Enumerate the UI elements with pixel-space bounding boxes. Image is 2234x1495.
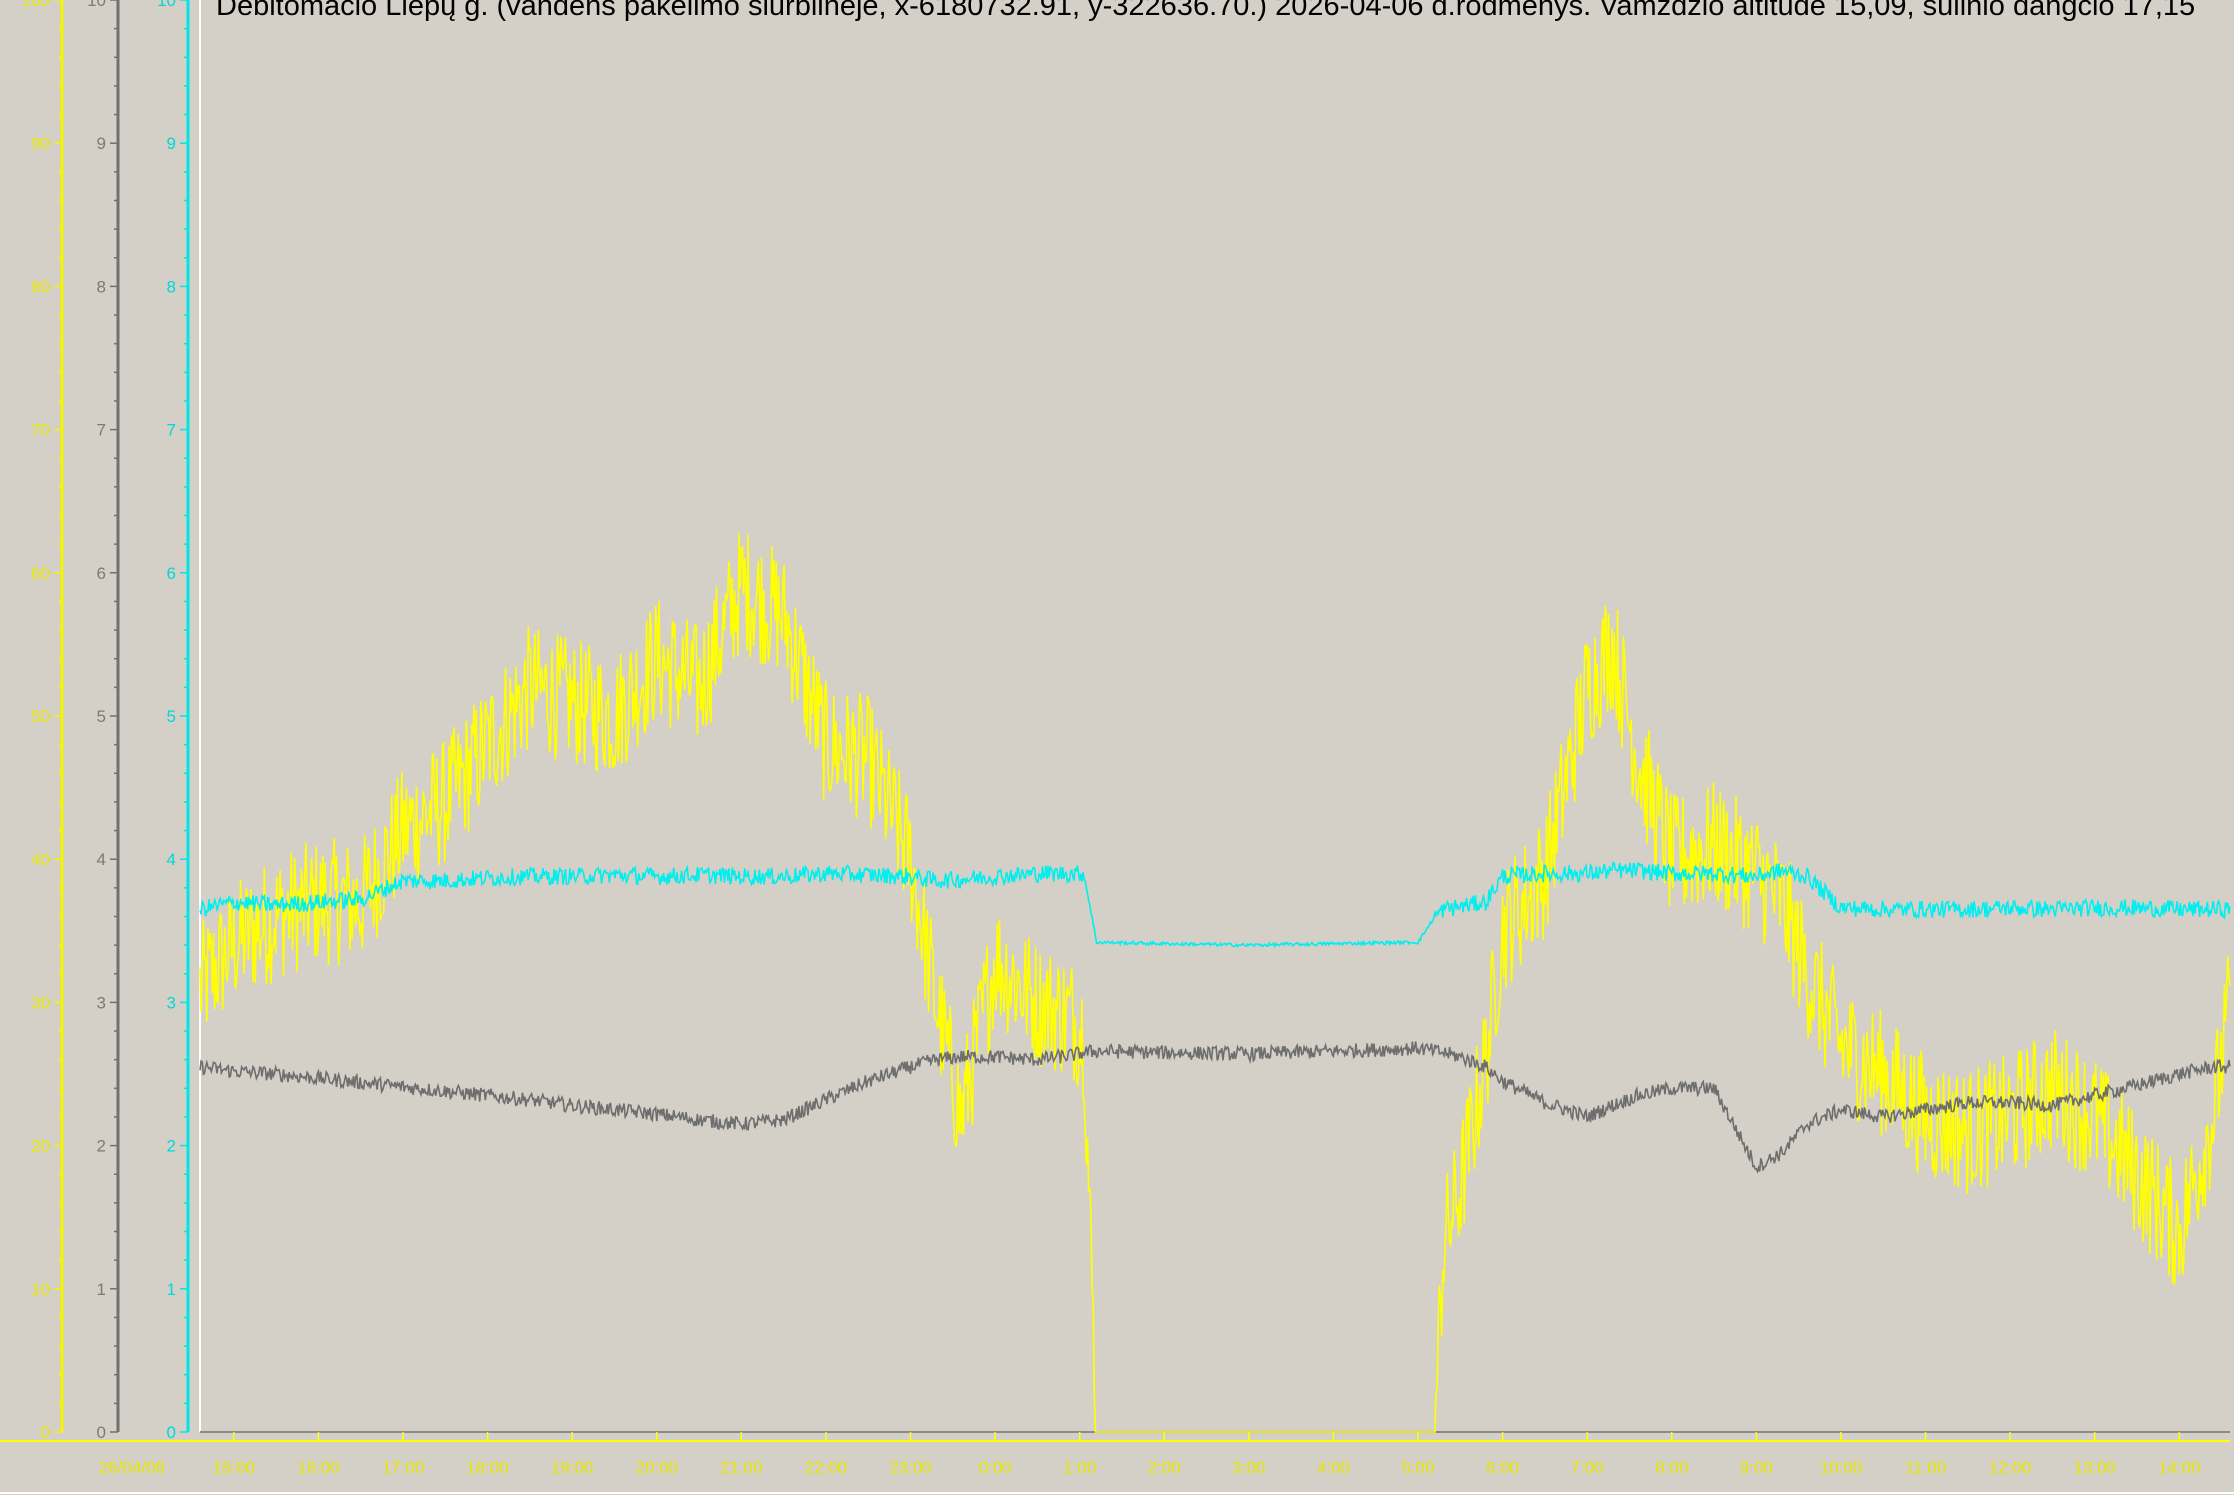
x-tick-label-7: 22:00 [805, 1458, 848, 1477]
y-axis-2-tick-label: 9 [167, 134, 176, 153]
y-axis-2-tick-label: 10 [157, 0, 176, 10]
y-axis-2-tick-label: 2 [167, 1137, 176, 1156]
x-tick-label-4: 19:00 [551, 1458, 594, 1477]
y-axis-0-tick-label: 30 [31, 993, 50, 1012]
y-axis-2-tick-label: 5 [167, 707, 176, 726]
series-line-0 [199, 533, 2231, 1433]
x-tick-label-0: 15:00 [213, 1458, 256, 1477]
y-axis-0-tick-label: 40 [31, 850, 50, 869]
y-axis-2-tick-label: 4 [167, 850, 176, 869]
y-axis-0-tick-label: 0 [41, 1423, 50, 1442]
x-tick-label-18: 9:00 [1740, 1458, 1773, 1477]
y-axis-0-tick-label: 10 [31, 1280, 50, 1299]
x-tick-label-20: 11:00 [1905, 1458, 1946, 1477]
y-axis-2-tick-label: 7 [167, 421, 176, 440]
x-axis-date-label: 26/04/06 [99, 1458, 165, 1477]
x-tick-label-10: 1:00 [1063, 1458, 1096, 1477]
y-axis-0-tick-label: 80 [31, 277, 50, 296]
chart-title: Debitomačio Liepų g. (vandens pakėlimo s… [216, 0, 2196, 22]
series-line-2 [199, 861, 2231, 949]
y-axis-1-tick-label: 4 [97, 850, 106, 869]
x-tick-label-6: 21:00 [720, 1458, 763, 1477]
x-tick-label-1: 16:00 [297, 1458, 340, 1477]
y-axis-1-tick-label: 1 [97, 1280, 106, 1299]
x-tick-label-9: 0:00 [979, 1458, 1012, 1477]
x-tick-label-5: 20:00 [635, 1458, 678, 1477]
y-axis-1-tick-label: 9 [97, 134, 106, 153]
y-axis-1-tick-label: 10 [87, 0, 106, 10]
y-axis-2-tick-label: 8 [167, 277, 176, 296]
y-axis-0-tick-label: 60 [31, 564, 50, 583]
series-line-1 [199, 1041, 2231, 1174]
y-axis-2-tick-label: 6 [167, 564, 176, 583]
y-axis-0-tick-label: 90 [31, 134, 50, 153]
x-tick-label-21: 12:00 [1989, 1458, 2032, 1477]
x-tick-label-16: 7:00 [1571, 1458, 1604, 1477]
y-axis-1-tick-label: 2 [97, 1137, 106, 1156]
y-axis-2-tick-label: 0 [167, 1423, 176, 1442]
y-axis-1-tick-label: 8 [97, 277, 106, 296]
y-axis-1-tick-label: 5 [97, 707, 106, 726]
y-axis-0-tick-label: 20 [31, 1137, 50, 1156]
x-tick-label-22: 13:00 [2073, 1458, 2116, 1477]
x-tick-label-12: 3:00 [1232, 1458, 1265, 1477]
y-axis-1-tick-label: 6 [97, 564, 106, 583]
x-tick-label-15: 6:00 [1486, 1458, 1519, 1477]
x-tick-label-14: 5:00 [1401, 1458, 1434, 1477]
x-tick-label-3: 18:00 [466, 1458, 509, 1477]
x-tick-label-19: 10:00 [1820, 1458, 1863, 1477]
y-axis-1-tick-label: 0 [97, 1423, 106, 1442]
x-tick-label-23: 14:00 [2158, 1458, 2201, 1477]
y-axis-1-tick-label: 3 [97, 993, 106, 1012]
x-tick-label-2: 17:00 [382, 1458, 425, 1477]
y-axis-2-tick-label: 3 [167, 993, 176, 1012]
y-axis-1-tick-label: 7 [97, 421, 106, 440]
x-tick-label-8: 23:00 [889, 1458, 932, 1477]
x-tick-label-17: 8:00 [1655, 1458, 1688, 1477]
y-axis-0-tick-label: 70 [31, 421, 50, 440]
y-axis-2-tick-label: 1 [167, 1280, 176, 1299]
y-axis-0-tick-label: 100 [22, 0, 50, 10]
x-tick-label-11: 2:00 [1148, 1458, 1181, 1477]
y-axis-0-tick-label: 50 [31, 707, 50, 726]
x-tick-label-13: 4:00 [1317, 1458, 1350, 1477]
